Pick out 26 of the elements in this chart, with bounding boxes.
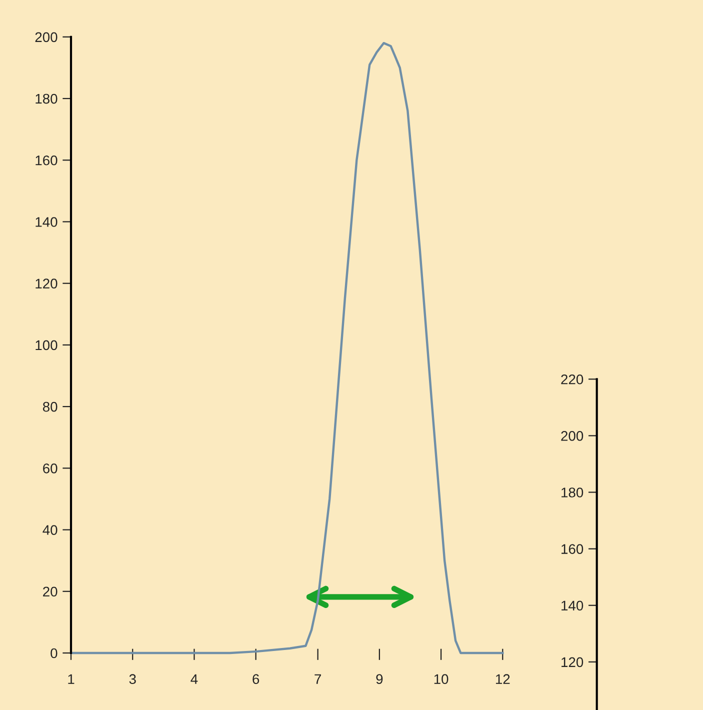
y-tick-label: 160 (36, 155, 58, 166)
y2-tick-label: 200 (561, 431, 584, 441)
x-tick-label: 6 (252, 674, 260, 684)
x-tick-label: 4 (190, 674, 198, 684)
y-tick-label: 120 (36, 278, 58, 289)
y-tick-label: 140 (36, 217, 58, 227)
x-tick-label: 10 (434, 674, 448, 684)
x-tick-label: 1 (68, 674, 74, 684)
y2-tick-label: 120 (562, 657, 584, 668)
y-tick-label: 20 (43, 586, 58, 597)
y-tick-label: 40 (42, 525, 58, 535)
line-series (70, 42, 504, 654)
y-tick-label: 80 (42, 402, 58, 412)
y2-tick-label: 160 (562, 544, 584, 554)
y-tick-label: 0 (50, 648, 58, 658)
y-tick-label: 200 (35, 32, 58, 42)
x-tick-label: 3 (129, 674, 136, 684)
y-tick-label: 60 (43, 464, 58, 474)
y2-tick-label: 220 (561, 374, 584, 384)
y2-tick-label: 180 (562, 488, 584, 498)
x-tick-label: 9 (376, 674, 383, 684)
x-tick-label: 12 (496, 674, 510, 684)
y2-tick-label: 140 (562, 600, 584, 611)
x-tick-label: 7 (314, 674, 321, 684)
y-tick-label: 100 (36, 340, 58, 350)
y-tick-label: 180 (36, 94, 58, 104)
